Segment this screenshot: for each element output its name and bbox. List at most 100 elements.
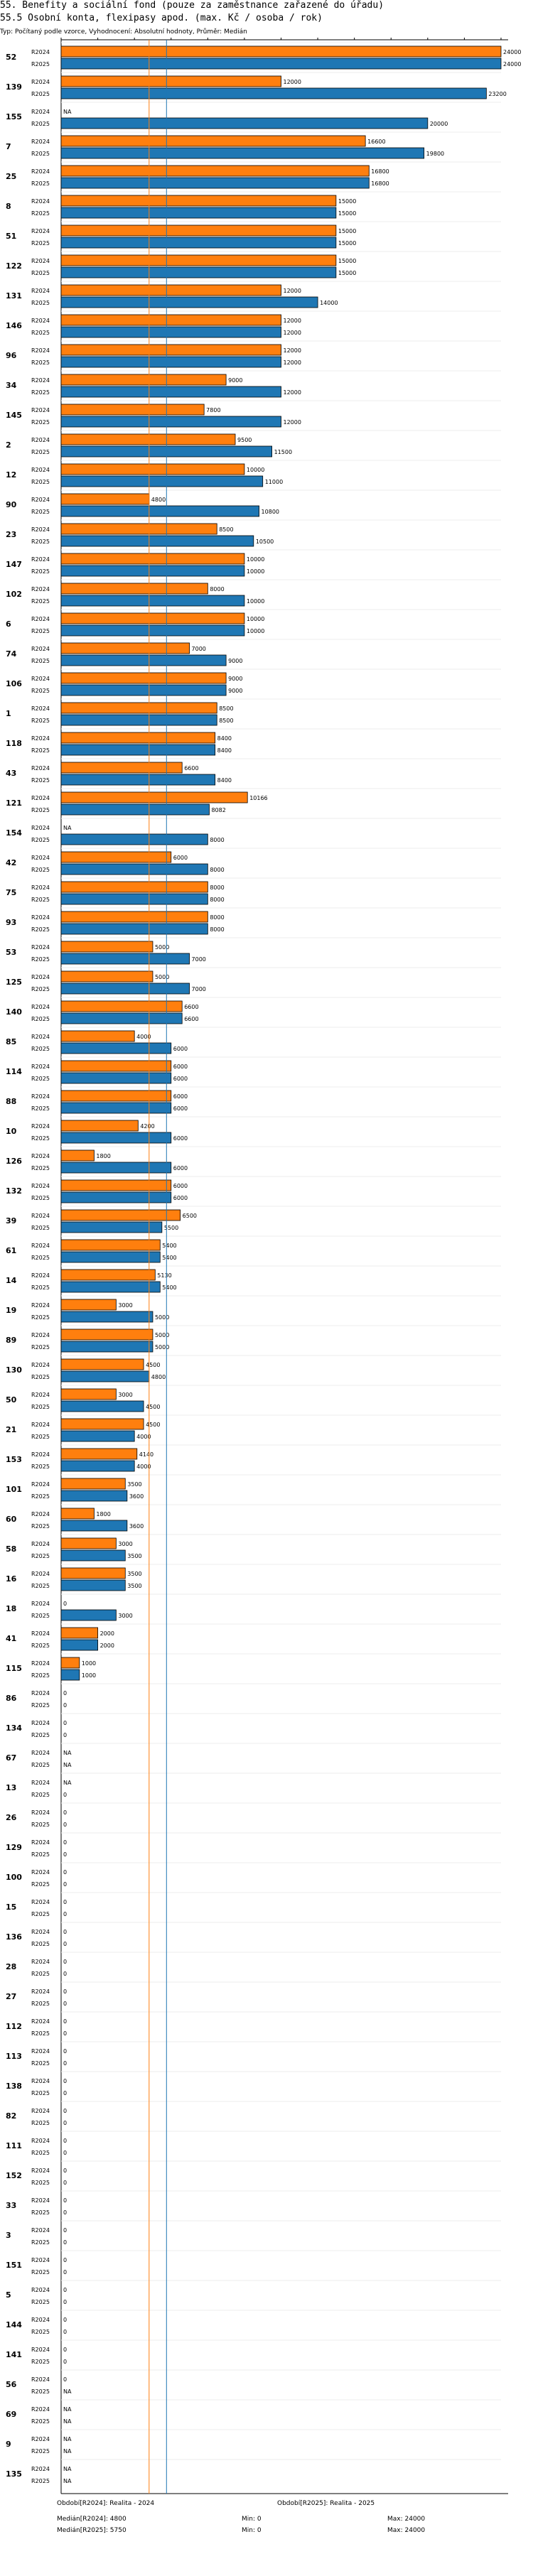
series-label: R2025 xyxy=(31,1046,50,1052)
bar-r2025-14 xyxy=(60,1281,161,1293)
row-group-89: 89 R2024 5000 R2025 5000 xyxy=(6,1325,501,1353)
row-id-label: 106 xyxy=(6,679,22,688)
data-label: 6000 xyxy=(173,1183,188,1189)
data-label: 0 xyxy=(63,2180,67,2186)
bar-r2024-126 xyxy=(60,1149,95,1162)
bar-r2024-2 xyxy=(60,433,236,445)
row-group-140: 140 R2024 6600 R2025 6600 xyxy=(6,997,501,1024)
data-label: 0 xyxy=(63,2209,67,2216)
row-id-label: 39 xyxy=(6,1216,16,1225)
data-label: 5000 xyxy=(155,1344,169,1351)
data-label: 9000 xyxy=(228,658,242,664)
data-label: 8000 xyxy=(210,884,224,891)
bar-r2024-93 xyxy=(60,911,208,923)
series-label: R2025 xyxy=(31,2359,50,2365)
data-label: 6600 xyxy=(184,765,198,772)
series-label: R2024 xyxy=(31,1959,50,1965)
row-group-21: 21 R2024 4500 R2025 4000 xyxy=(6,1414,501,1442)
series-label: R2024 xyxy=(31,1422,50,1428)
data-label: 6000 xyxy=(173,1105,188,1112)
data-label: 0 xyxy=(63,2048,67,2055)
bar-r2025-89 xyxy=(60,1341,154,1353)
data-label: 4500 xyxy=(146,1362,160,1368)
series-label: R2024 xyxy=(31,1750,50,1756)
row-id-label: 2 xyxy=(6,440,11,450)
data-label: 10000 xyxy=(247,556,264,563)
data-label: 6000 xyxy=(173,1064,188,1070)
bar-r2024-106 xyxy=(60,672,227,684)
row-group-18: 18 R2024 0 R2025 3000 xyxy=(6,1593,501,1621)
series-label: R2025 xyxy=(31,1105,50,1112)
data-label: 6000 xyxy=(173,1046,188,1052)
data-label: 0 xyxy=(63,1899,67,1905)
row-id-label: 42 xyxy=(6,858,16,867)
row-id-label: 58 xyxy=(6,1544,16,1554)
series-label: R2025 xyxy=(31,91,50,97)
series-label: R2024 xyxy=(31,168,50,175)
row-id-label: 33 xyxy=(6,2201,16,2210)
bar-r2024-145 xyxy=(60,404,205,416)
row-id-label: 129 xyxy=(6,1843,22,1852)
series-label: R2025 xyxy=(31,1016,50,1022)
bar-r2025-125 xyxy=(60,983,190,995)
bar-r2025-16 xyxy=(60,1579,126,1591)
series-label: R2024 xyxy=(31,288,50,294)
row-id-label: 102 xyxy=(6,590,22,599)
row-id-label: 69 xyxy=(6,2410,16,2419)
bar-r2025-50 xyxy=(60,1400,144,1412)
row-id-label: 41 xyxy=(6,1634,16,1643)
bar-r2025-101 xyxy=(60,1490,128,1502)
series-label: R2025 xyxy=(31,2329,50,2335)
row-id-label: 18 xyxy=(6,1604,16,1613)
row-group-122: 122 R2024 15000 R2025 15000 xyxy=(6,251,501,278)
data-label: 6000 xyxy=(173,1076,188,1082)
series-label: R2025 xyxy=(31,1762,50,1768)
bar-r2024-89 xyxy=(60,1328,154,1341)
data-label: 3500 xyxy=(127,1481,141,1488)
series-label: R2024 xyxy=(31,347,50,354)
data-label: 5400 xyxy=(162,1284,176,1291)
series-label: R2024 xyxy=(31,2317,50,2323)
row-group-121: 121 R2024 10166 R2025 8082 xyxy=(6,788,501,816)
data-label: 8400 xyxy=(217,777,232,784)
data-label: 0 xyxy=(63,2227,67,2234)
row-group-88: 88 R2024 6000 R2025 6000 xyxy=(6,1086,501,1114)
bar-r2024-41 xyxy=(60,1627,98,1639)
row-id-label: 21 xyxy=(6,1425,16,1434)
row-id-label: 101 xyxy=(6,1485,22,1494)
bar-r2025-12 xyxy=(60,475,264,487)
series-label: R2025 xyxy=(31,389,50,396)
data-label: 5400 xyxy=(162,1243,176,1249)
data-label: 1800 xyxy=(96,1153,110,1159)
series-label: R2025 xyxy=(31,1225,50,1231)
series-label: R2024 xyxy=(31,437,50,443)
data-label: 0 xyxy=(63,2287,67,2293)
series-label: R2024 xyxy=(31,1392,50,1398)
bar-r2025-153 xyxy=(60,1460,135,1472)
series-label: R2024 xyxy=(31,2287,50,2293)
bar-r2024-118 xyxy=(60,732,216,744)
row-id-label: 8 xyxy=(6,202,11,211)
bar-r2024-7 xyxy=(60,135,366,147)
data-label: 24000 xyxy=(503,61,521,67)
row-group-131: 131 R2024 12000 R2025 14000 xyxy=(6,281,501,308)
row-group-67: 67 R2024 NA R2025 NA xyxy=(6,1743,501,1768)
bar-r2025-42 xyxy=(60,863,208,875)
series-label: R2025 xyxy=(31,2478,50,2484)
series-label: R2025 xyxy=(31,61,50,67)
data-label: 3000 xyxy=(118,1541,132,1547)
series-label: R2024 xyxy=(31,616,50,622)
series-label: R2025 xyxy=(31,1374,50,1380)
bar-r2024-19 xyxy=(60,1299,117,1311)
row-id-label: 112 xyxy=(6,2022,22,2031)
series-label: R2024 xyxy=(31,1869,50,1876)
row-id-label: 50 xyxy=(6,1395,17,1405)
row-group-90: 90 R2024 4800 R2025 10800 xyxy=(6,489,501,517)
series-label: R2025 xyxy=(31,777,50,784)
series-label: R2024 xyxy=(31,1899,50,1905)
data-label: 0 xyxy=(63,2030,67,2037)
data-label: 3600 xyxy=(129,1493,144,1500)
row-id-label: 151 xyxy=(6,2261,22,2270)
series-label: R2025 xyxy=(31,897,50,903)
data-label: 0 xyxy=(63,1869,67,1876)
